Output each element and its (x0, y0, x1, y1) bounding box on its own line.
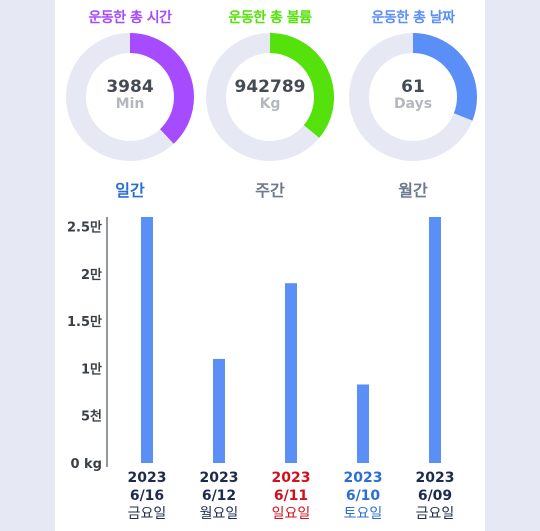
stat-unit: Kg (259, 96, 281, 112)
x-tick-date: 6/16 (130, 488, 164, 504)
x-tick-year: 2023 (128, 470, 167, 486)
ring-graphic (66, 33, 194, 161)
bar (213, 358, 225, 463)
stat-unit: Days (393, 96, 433, 112)
stat-value: 3984 (106, 77, 154, 97)
x-tick-date: 6/11 (274, 488, 308, 504)
y-tick-label: 0 kg (70, 457, 102, 472)
x-tick-year: 2023 (200, 470, 239, 486)
ring-graphic (206, 33, 334, 161)
chart-svg: 0 kg 5천 1만 1.5만 2만 2.5만 2023 6/16 금요일 2023 6/12 월요일… (67, 217, 455, 522)
x-tick-weekday: 금요일 (416, 506, 455, 522)
y-tick-label: 2.5만 (67, 219, 102, 235)
x-tick-year: 2023 (344, 470, 383, 486)
bar (141, 217, 153, 463)
y-tick-label: 5천 (81, 410, 102, 425)
stat-title: 운동한 총 날짜 (371, 10, 455, 26)
stat-total-days: 운동한 총 날짜 61 Days (343, 0, 483, 170)
x-tick-date: 6/09 (418, 488, 452, 504)
stat-value: 61 (401, 77, 425, 97)
stats-panel: 운동한 총 시간 3984 Min 운동한 총 볼륨 942789 Kg 운동한… (55, 0, 485, 531)
ring-arc (66, 33, 194, 161)
x-tick-year: 2023 (416, 470, 455, 486)
y-tick-label: 1.5만 (67, 314, 102, 330)
daily-volume-chart: 0 kg 5천 1만 1.5만 2만 2.5만 2023 6/16 금요일 2023 6/12 월요일… (55, 205, 485, 531)
x-tick-weekday: 토요일 (344, 506, 383, 522)
stat-total-volume: 운동한 총 볼륨 942789 Kg (200, 0, 340, 170)
x-tick-year: 2023 (272, 470, 311, 486)
x-tick-date: 6/10 (346, 488, 381, 504)
bar (285, 283, 297, 463)
ring-arc (206, 33, 334, 161)
x-tick-weekday: 금요일 (128, 506, 167, 522)
tab-monthly[interactable]: 월간 (398, 181, 428, 200)
bar (429, 217, 441, 463)
x-tick-weekday: 일요일 (272, 506, 311, 522)
stat-value: 942789 (234, 77, 306, 97)
y-tick-label: 1만 (81, 361, 102, 377)
ring-graphic (349, 33, 477, 161)
stat-total-time: 운동한 총 시간 3984 Min (60, 0, 200, 170)
stat-unit: Min (115, 96, 145, 112)
x-tick-weekday: 월요일 (200, 506, 239, 522)
ring-arc (349, 33, 477, 161)
stat-title: 운동한 총 시간 (88, 10, 172, 26)
x-tick-date: 6/12 (202, 488, 236, 504)
y-tick-label: 2만 (81, 267, 102, 283)
progress-ring: 61 Days (348, 32, 478, 162)
tab-daily[interactable]: 일간 (115, 181, 145, 200)
stat-title: 운동한 총 볼륨 (228, 10, 312, 26)
progress-ring: 3984 Min (65, 32, 195, 162)
bar (357, 384, 369, 463)
progress-ring: 942789 Kg (205, 32, 335, 162)
tab-weekly[interactable]: 주간 (255, 181, 285, 200)
